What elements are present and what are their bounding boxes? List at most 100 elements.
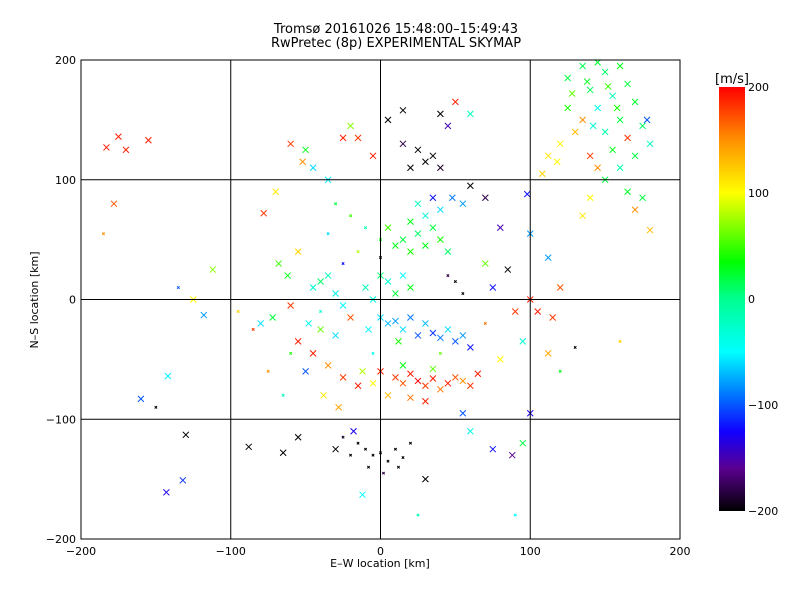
data-point: [519, 439, 527, 447]
data-point: [407, 284, 414, 291]
point-stroke: [393, 447, 398, 451]
point-stroke: [275, 260, 283, 267]
colorbar-tick-label: −100: [748, 399, 778, 412]
point-stroke: [616, 62, 624, 70]
point-stroke: [553, 158, 561, 166]
data-point: [399, 236, 407, 243]
point-stroke: [549, 314, 557, 321]
data-point: [348, 453, 353, 457]
data-point: [459, 200, 467, 208]
point-stroke: [422, 397, 429, 405]
point-stroke: [305, 320, 312, 327]
point-stroke: [453, 279, 457, 284]
point-stroke: [347, 314, 354, 321]
data-point: [347, 314, 354, 321]
data-point: [519, 338, 527, 345]
point-stroke: [519, 439, 527, 447]
y-tick-label: −200: [46, 533, 76, 546]
data-point: [604, 82, 612, 90]
data-point: [309, 164, 317, 172]
point-stroke: [294, 433, 302, 441]
data-point: [363, 447, 368, 451]
data-point: [466, 427, 474, 435]
y-axis-label: N–S location [km]: [28, 251, 41, 348]
data-point: [429, 194, 437, 202]
point-stroke: [179, 476, 187, 484]
point-stroke: [437, 164, 444, 172]
point-stroke: [399, 362, 407, 369]
data-point: [363, 226, 368, 230]
plot-frame: [80, 59, 681, 540]
point-stroke: [594, 164, 601, 172]
point-stroke: [534, 308, 542, 315]
data-point: [396, 465, 401, 469]
point-stroke: [339, 302, 347, 309]
data-point: [631, 206, 639, 214]
data-point: [444, 379, 452, 387]
data-point: [401, 456, 405, 460]
point-stroke: [459, 200, 467, 208]
point-stroke: [362, 284, 369, 291]
data-point: [564, 74, 572, 82]
data-point: [317, 278, 324, 285]
data-point: [422, 212, 429, 220]
point-stroke: [609, 146, 616, 154]
data-point: [408, 441, 413, 445]
point-stroke: [609, 92, 616, 100]
data-point: [317, 326, 324, 333]
data-point: [437, 334, 444, 342]
data-point: [449, 194, 456, 202]
point-stroke: [444, 326, 452, 333]
data-point: [279, 449, 287, 457]
point-stroke: [236, 309, 240, 314]
data-point: [594, 104, 601, 112]
data-point: [332, 290, 339, 297]
data-point: [452, 373, 459, 381]
point-stroke: [163, 488, 170, 496]
data-point: [496, 356, 504, 363]
point-stroke: [558, 369, 562, 373]
point-stroke: [386, 459, 390, 463]
point-stroke: [399, 236, 407, 243]
point-stroke: [639, 194, 646, 202]
point-stroke: [407, 164, 414, 172]
point-stroke: [616, 116, 624, 124]
data-point: [571, 128, 579, 136]
point-stroke: [586, 194, 594, 202]
point-stroke: [504, 266, 512, 273]
point-stroke: [164, 372, 172, 380]
data-point: [289, 351, 293, 355]
point-stroke: [354, 134, 362, 142]
point-stroke: [459, 409, 467, 417]
grid-lines: [81, 60, 680, 539]
y-axis-ticks: −200 −100 0 100 200: [46, 54, 76, 546]
data-point: [356, 441, 360, 445]
point-stroke: [422, 475, 429, 483]
data-point: [101, 232, 106, 236]
data-point: [513, 513, 517, 517]
point-stroke: [407, 248, 414, 255]
point-stroke: [332, 445, 339, 453]
data-point: [523, 190, 531, 198]
data-point: [504, 266, 512, 273]
data-point: [257, 320, 265, 327]
data-point: [429, 375, 437, 382]
point-stroke: [399, 272, 407, 279]
scatter-points: [101, 59, 654, 517]
data-point: [319, 309, 323, 314]
data-point: [284, 272, 292, 279]
point-stroke: [332, 290, 339, 297]
data-point: [422, 158, 429, 166]
point-stroke: [437, 334, 444, 342]
point-stroke: [613, 104, 621, 112]
point-stroke: [601, 128, 609, 136]
point-stroke: [332, 332, 339, 339]
data-point: [422, 397, 429, 405]
data-point: [356, 250, 360, 254]
data-point: [341, 262, 345, 266]
data-point: [339, 373, 347, 381]
point-stroke: [396, 465, 401, 469]
data-point: [466, 182, 474, 190]
data-point: [429, 365, 437, 373]
point-stroke: [319, 309, 323, 314]
